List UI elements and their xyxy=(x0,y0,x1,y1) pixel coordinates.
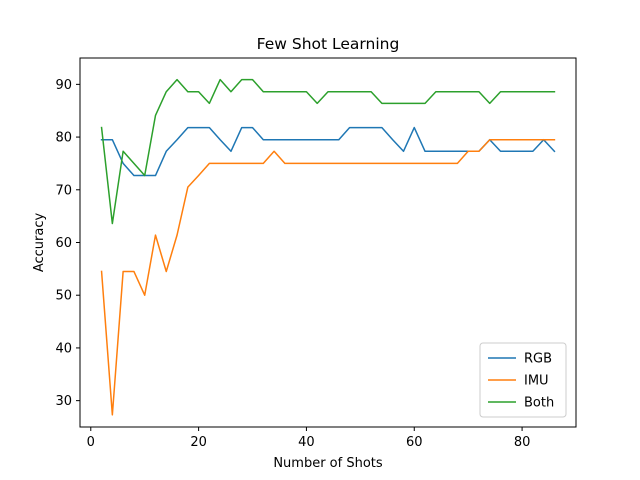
x-axis: 0 20 40 60 80 xyxy=(87,427,531,450)
legend-label-both: Both xyxy=(524,396,554,411)
y-tick-label: 30 xyxy=(55,394,72,409)
legend: RGB IMU Both xyxy=(479,342,567,418)
y-tick-label: 70 xyxy=(55,183,72,198)
x-axis-title: Number of Shots xyxy=(273,456,383,471)
x-tick-label: 20 xyxy=(190,435,207,450)
legend-label-imu: IMU xyxy=(524,374,549,389)
chart-title: Few Shot Learning xyxy=(257,35,400,53)
y-tick-label: 90 xyxy=(55,78,72,93)
legend-box xyxy=(479,342,567,418)
x-tick-label: 60 xyxy=(406,435,423,450)
series-line-imu xyxy=(100,138,556,416)
series-layer xyxy=(100,78,556,416)
y-tick-label: 50 xyxy=(55,289,72,304)
y-tick-label: 40 xyxy=(55,341,72,356)
legend-label-rgb: RGB xyxy=(524,352,552,367)
x-tick-label: 0 xyxy=(87,435,95,450)
y-tick-label: 60 xyxy=(55,236,72,251)
y-axis: 30 40 50 60 70 80 90 xyxy=(55,78,80,409)
y-axis-title: Accuracy xyxy=(32,213,47,273)
y-tick-label: 80 xyxy=(55,131,72,146)
x-tick-label: 40 xyxy=(298,435,315,450)
x-tick-label: 80 xyxy=(514,435,531,450)
series-line-both xyxy=(100,78,556,225)
